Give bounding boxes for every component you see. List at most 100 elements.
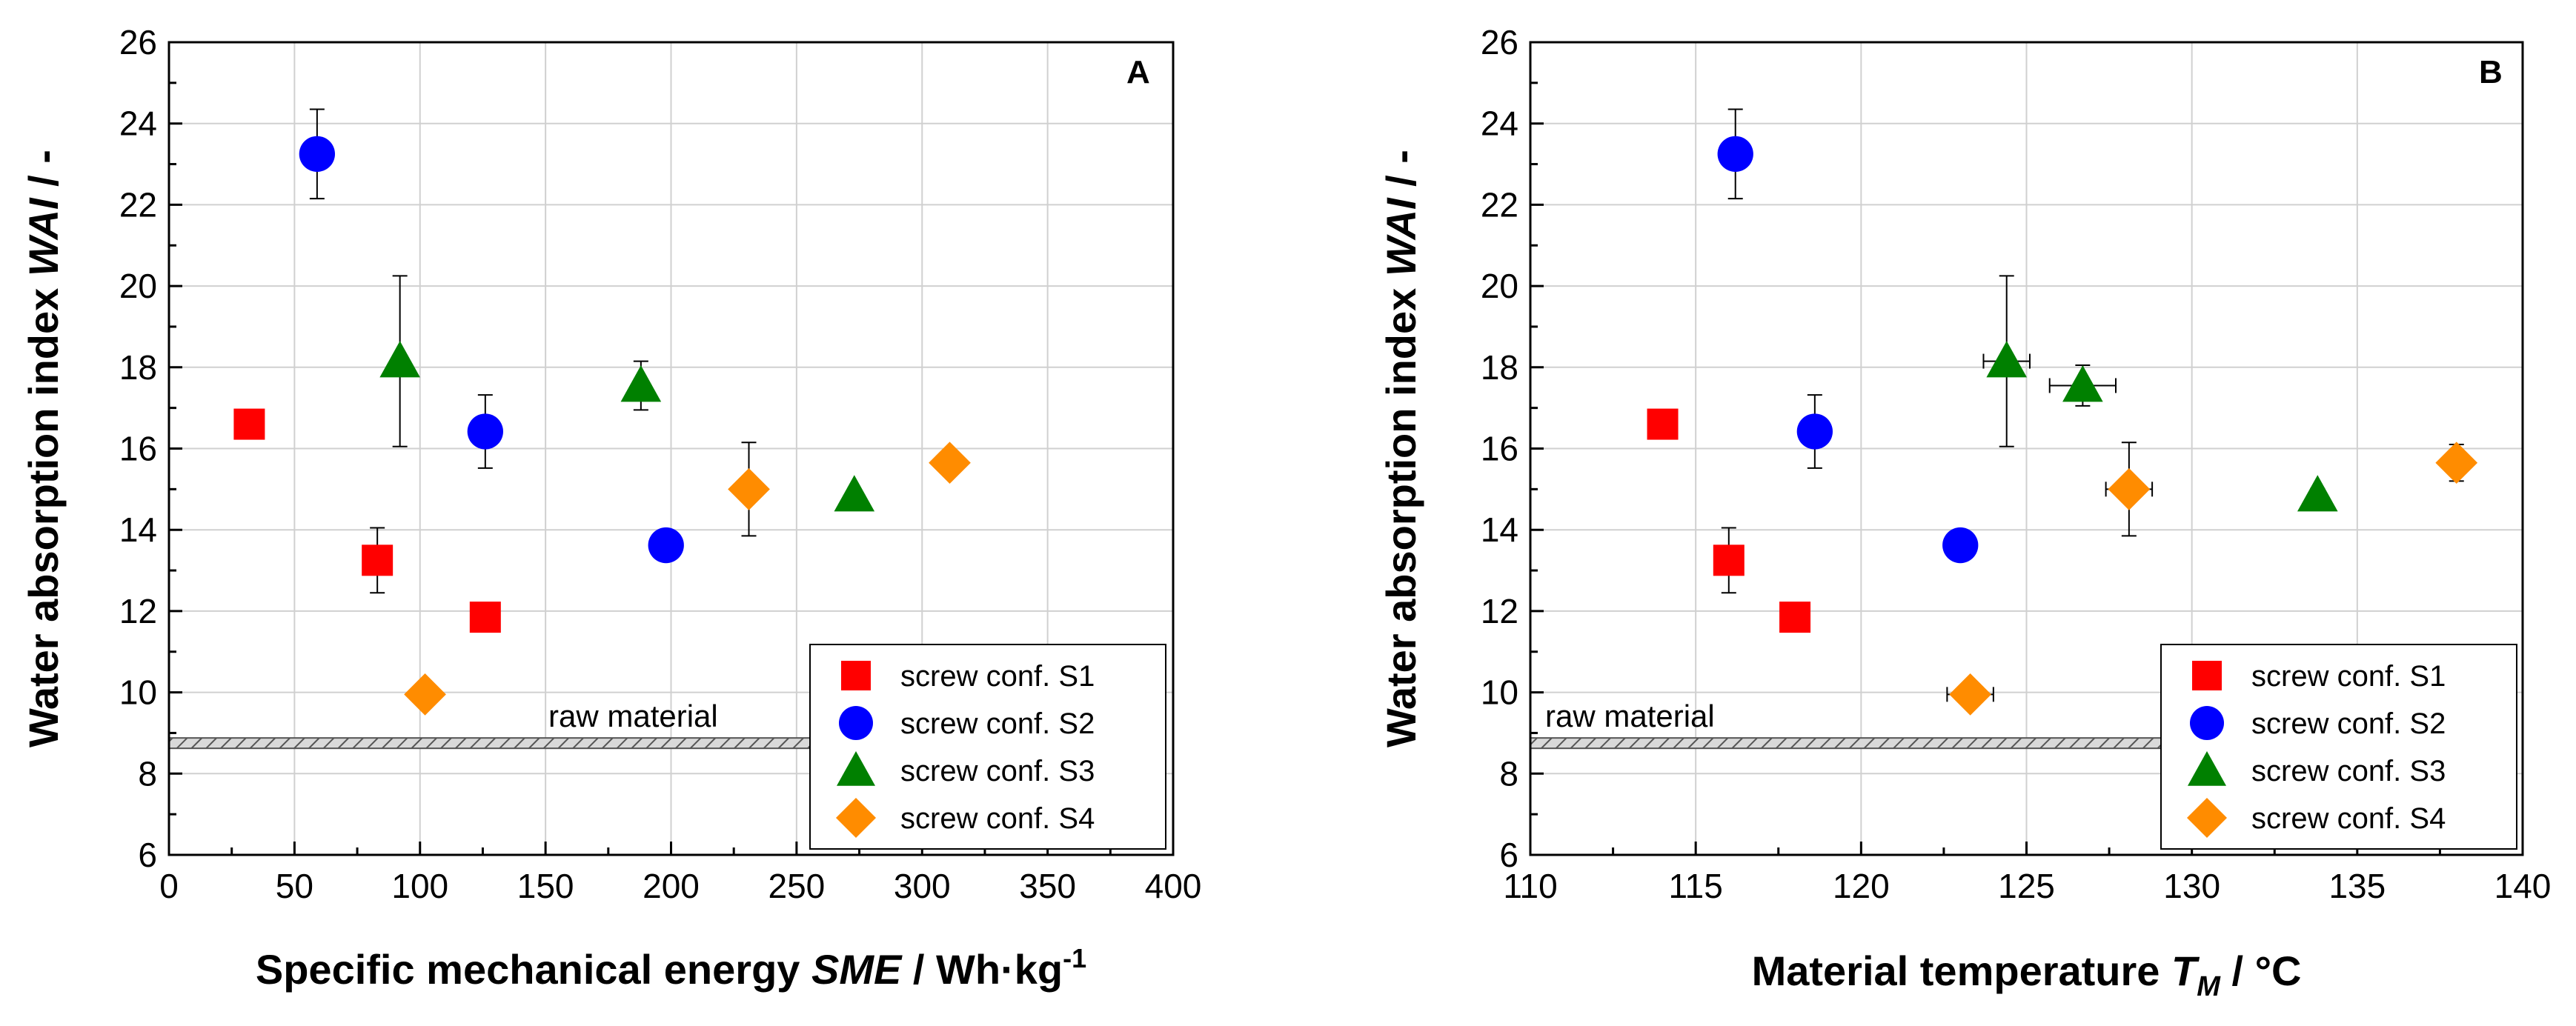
legend: screw conf. S1 screw conf. S2 screw conf. … [2160, 644, 2517, 850]
x-axis-title: Specific mechanical energy SME / Wh·kg-1 [256, 943, 1086, 993]
y-tick-label: 22 [1481, 185, 1518, 224]
legend-label: screw conf. S3 [2251, 755, 2446, 787]
legend: screw conf. S1 screw conf. S2 screw conf. … [809, 644, 1166, 850]
y-tick-label: 8 [138, 754, 157, 793]
series-square [233, 408, 501, 633]
x-tick-label: 150 [517, 867, 574, 905]
chart-panel-A: raw material 0 50 100 150 200 250 300 350 400 6 8 10… [20, 23, 1201, 993]
data-point [1986, 341, 2028, 378]
series-circle [299, 108, 684, 564]
legend-marker [839, 706, 873, 740]
y-tick-label: 20 [1481, 267, 1518, 305]
y-tick-label: 16 [1481, 430, 1518, 468]
y-tick-label: 6 [1499, 836, 1518, 874]
x-tick-label: 400 [1145, 867, 1202, 905]
x-tick-label: 120 [1833, 867, 1890, 905]
y-tick-label: 14 [1481, 510, 1518, 549]
y-tick-label: 16 [119, 430, 157, 468]
chart-panel-B: raw material 110 115 120 125 130 135 140 6 8 10 12 1… [1378, 23, 2551, 1002]
data-point [1713, 544, 1745, 576]
y-tick-label: 14 [119, 510, 157, 549]
legend-label: screw conf. S1 [900, 660, 1095, 693]
legend-label: screw conf. S3 [900, 755, 1095, 787]
data-point [467, 413, 503, 450]
data-point [620, 365, 662, 402]
x-tick-label: 115 [1668, 867, 1722, 905]
y-tick-label: 20 [119, 267, 157, 305]
raw-material-band [168, 737, 811, 750]
data-point [2062, 365, 2103, 402]
data-point [2108, 468, 2151, 510]
data-point [2297, 475, 2338, 512]
data-point [1796, 413, 1833, 450]
legend-label: screw conf. S2 [900, 707, 1095, 740]
data-point [834, 475, 875, 512]
y-tick-label: 12 [119, 592, 157, 630]
panel-label: B [2479, 54, 2503, 90]
data-point [362, 544, 394, 576]
legend-label: screw conf. S4 [900, 802, 1095, 835]
y-tick-label: 18 [1481, 348, 1518, 387]
series-circle [1717, 108, 1979, 564]
data-point [1647, 408, 1679, 440]
data-point [379, 341, 420, 378]
x-tick-label: 130 [2163, 867, 2220, 905]
x-tick-label: 135 [2328, 867, 2386, 905]
raw-material-band [1530, 737, 2162, 750]
data-point [2435, 442, 2478, 484]
series-diamond [1946, 442, 2478, 716]
legend-marker [2192, 661, 2222, 690]
data-point [929, 442, 971, 484]
legend-label: screw conf. S1 [2251, 660, 2446, 693]
y-tick-label: 12 [1481, 592, 1518, 630]
legend-marker [837, 751, 875, 786]
x-tick-label: 200 [643, 867, 700, 905]
y-tick-label: 6 [138, 836, 157, 874]
data-point [1949, 673, 1991, 716]
x-tick-label: 0 [159, 867, 179, 905]
x-tick-label: 110 [1503, 867, 1557, 905]
x-tick-label: 350 [1019, 867, 1076, 905]
data-point [1717, 136, 1753, 172]
data-point [469, 602, 501, 633]
legend-marker [2188, 751, 2226, 786]
x-tick-label: 100 [391, 867, 448, 905]
y-tick-label: 24 [119, 104, 157, 143]
y-tick-label: 26 [119, 23, 157, 61]
legend-marker [2187, 798, 2227, 838]
x-tick-label: 125 [1998, 867, 2055, 905]
y-axis-title: Water absorption index WAI / - [20, 150, 67, 747]
y-tick-label: 26 [1481, 23, 1518, 61]
legend-marker [2190, 706, 2224, 740]
data-point [1779, 602, 1811, 633]
x-tick-label: 300 [894, 867, 951, 905]
data-point [728, 468, 770, 510]
series-square [1647, 408, 1811, 633]
raw-material-label: raw material [548, 699, 718, 733]
series-triangle [1982, 275, 2338, 512]
series-diamond [404, 442, 971, 716]
legend-label: screw conf. S2 [2251, 707, 2446, 740]
x-tick-label: 250 [769, 867, 826, 905]
panel-label: A [1126, 54, 1150, 90]
legend-label: screw conf. S4 [2251, 802, 2446, 835]
x-axis-title: Material temperature TM / °C [1752, 947, 2302, 1002]
data-point [1942, 527, 1979, 564]
legend-marker [841, 661, 871, 690]
series-triangle [379, 275, 875, 512]
data-point [299, 136, 336, 172]
y-tick-label: 18 [119, 348, 157, 387]
y-tick-label: 22 [119, 185, 157, 224]
data-point [648, 527, 684, 564]
y-tick-label: 24 [1481, 104, 1518, 143]
y-tick-label: 10 [119, 673, 157, 712]
data-point [404, 673, 446, 716]
y-tick-label: 10 [1481, 673, 1518, 712]
raw-material-label: raw material [1545, 699, 1715, 733]
x-tick-label: 140 [2494, 867, 2552, 905]
legend-marker [836, 798, 876, 838]
data-point [233, 408, 265, 440]
x-tick-label: 50 [276, 867, 313, 905]
